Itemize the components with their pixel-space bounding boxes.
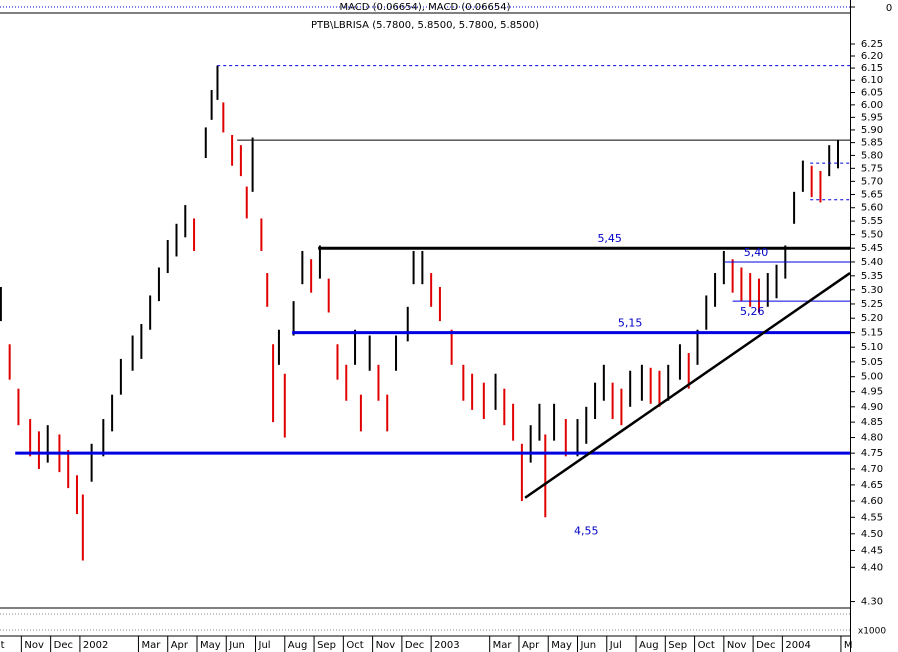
y-tick-label: 5.25 (861, 299, 883, 310)
x-tick-label: Jun (579, 640, 596, 651)
y-tick-label: 0 (886, 3, 892, 14)
level-label: 5,40 (744, 246, 769, 259)
x-tick-label: Sep (668, 640, 687, 651)
x-tick-label: Aug (288, 640, 308, 651)
y-tick-label: 5.45 (861, 243, 883, 254)
y-tick-label: 5.80 (861, 150, 883, 161)
x-tick-label: Jul (258, 640, 271, 651)
x-tick-label: Jul (609, 640, 622, 651)
volume-unit: x1000 (858, 627, 887, 637)
low-label: 4,55 (574, 524, 599, 537)
x-tick-label: Mar (141, 640, 161, 651)
y-tick-label: 5.50 (861, 230, 883, 241)
x-tick-label: Sep (317, 640, 336, 651)
x-tick-label: Jun (228, 640, 245, 651)
chart-title: PTB\LBRISA (5.7800, 5.8500, 5.7800, 5.85… (311, 20, 539, 31)
x-tick-label: M (844, 640, 853, 651)
x-tick-label: Nov (376, 640, 396, 651)
x-tick-label: Oct (698, 640, 715, 651)
x-tick-label: Dec (405, 640, 424, 651)
x-tick-label: Nov (727, 640, 747, 651)
y-tick-label: 4.45 (861, 545, 883, 556)
y-tick-label: 5.85 (861, 138, 883, 149)
y-tick-label: 4.95 (861, 387, 883, 398)
y-tick-label: 6.15 (861, 63, 883, 74)
x-tick-label: May (200, 640, 221, 651)
x-tick-label: 2004 (785, 640, 810, 651)
y-tick-label: 5.05 (861, 357, 883, 368)
x-tick-label: Dec (54, 640, 73, 651)
y-tick-label: 4.40 (861, 562, 883, 573)
y-tick-label: 5.70 (861, 176, 883, 187)
x-tick-label: Oct (346, 640, 363, 651)
x-tick-label: Apr (522, 640, 540, 651)
x-tick-label: Dec (756, 640, 775, 651)
y-tick-label: 4.80 (861, 433, 883, 444)
y-tick-label: 6.05 (861, 88, 883, 99)
y-tick-label: 4.65 (861, 480, 883, 491)
level-label: 5,15 (618, 317, 643, 330)
macd-title: MACD (0.06654), MACD (0.06654) (340, 2, 511, 13)
y-tick-label: 5.10 (861, 342, 883, 353)
y-tick-label: 5.60 (861, 203, 883, 214)
y-tick-label: 5.40 (861, 257, 883, 268)
y-tick-label: 4.55 (861, 512, 883, 523)
x-tick-label: Mar (493, 640, 513, 651)
y-tick-label: 4.85 (861, 417, 883, 428)
y-tick-label: 4.90 (861, 402, 883, 413)
y-tick-label: 4.60 (861, 496, 883, 507)
y-tick-label: 6.10 (861, 75, 883, 86)
x-tick-label: Nov (24, 640, 44, 651)
y-tick-label: 5.65 (861, 189, 883, 200)
y-tick-label: 6.00 (861, 100, 883, 111)
y-tick-label: 4.75 (861, 448, 883, 459)
marks (0, 65, 851, 561)
x-tick-label: 2003 (434, 640, 459, 651)
y-tick-label: 5.20 (861, 313, 883, 324)
y-tick-label: 5.95 (861, 112, 883, 123)
y-tick-label: 5.30 (861, 285, 883, 296)
level-label: 5,26 (740, 305, 765, 318)
y-tick-label: 4.30 (861, 597, 883, 608)
y-tick-label: 5.35 (861, 271, 883, 282)
x-tick-label: May (551, 640, 572, 651)
y-tick-label: 5.15 (861, 328, 883, 339)
y-tick-label: 6.20 (861, 51, 883, 62)
level-label: 5,45 (597, 232, 622, 245)
trend-line (524, 272, 851, 499)
x-tick-label: 2002 (83, 640, 108, 651)
y-tick-label: 5.75 (861, 163, 883, 174)
y-tick-label: 5.90 (861, 125, 883, 136)
y-tick-label: 6.25 (861, 39, 883, 50)
y-tick-label: 5.55 (861, 216, 883, 227)
x-tick-label: ct (0, 640, 5, 651)
y-tick-label: 4.50 (861, 529, 883, 540)
x-tick-label: Aug (639, 640, 659, 651)
y-tick-label: 5.00 (861, 372, 883, 383)
y-tick-label: 4.70 (861, 464, 883, 475)
x-tick-label: Apr (171, 640, 189, 651)
